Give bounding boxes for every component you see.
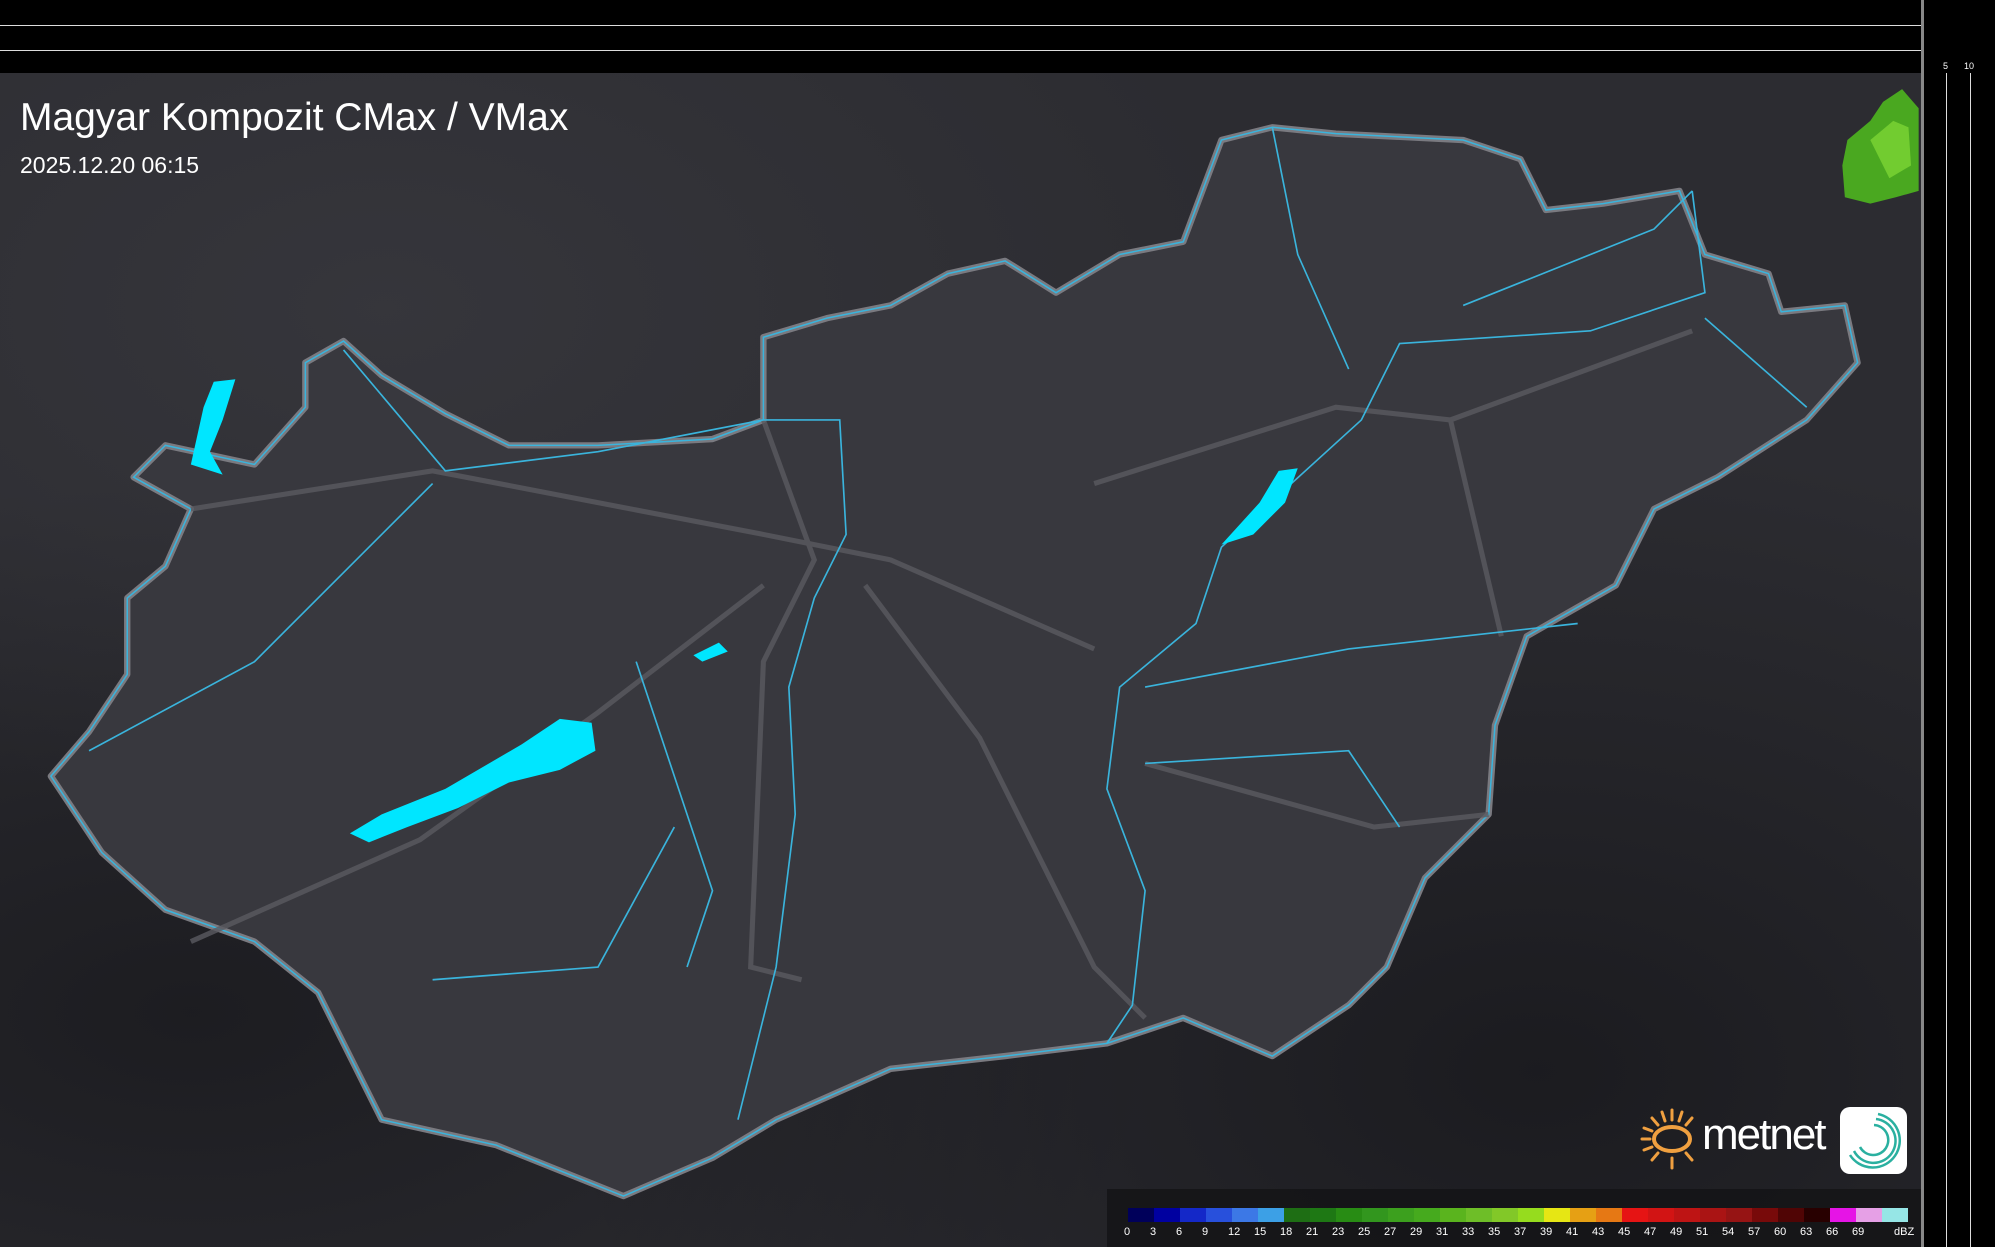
legend-label: 51	[1696, 1226, 1709, 1238]
legend-swatch: 39	[1540, 1208, 1570, 1238]
right-tick: 10	[1964, 61, 1975, 71]
map-timestamp: 2025.12.20 06:15	[20, 152, 200, 178]
legend-swatch: 37	[1514, 1208, 1544, 1238]
legend-label: 0	[1124, 1226, 1131, 1238]
river-danube	[342, 349, 847, 1120]
legend-label: 35	[1488, 1226, 1501, 1238]
right-tick: 5	[1943, 61, 1949, 71]
dbz-legend: 0 3 6 9 12 15 18 21 23 25 27 29 31 33 35 37 39 41 43 45 47 49…	[1107, 1189, 1921, 1247]
legend-swatch: 43	[1592, 1208, 1622, 1238]
legend-label: 21	[1306, 1226, 1319, 1238]
legend-swatch: 0	[1124, 1208, 1154, 1238]
profile-gridline	[1946, 73, 1947, 1247]
legend-label: 6	[1176, 1226, 1183, 1238]
logo-text: metnet	[1702, 1110, 1827, 1159]
lake-velence	[693, 642, 728, 662]
lake-ferto	[190, 379, 236, 475]
legend-swatch: 6	[1176, 1208, 1206, 1238]
hungary-border-line	[49, 126, 1859, 1197]
legend-label: 39	[1540, 1226, 1553, 1238]
legend-label: 18	[1280, 1226, 1293, 1238]
river-raba	[88, 482, 434, 752]
radar-echo	[1842, 89, 1919, 204]
legend-unit: dBZ	[1894, 1226, 1915, 1238]
legend-label: 15	[1254, 1226, 1267, 1238]
swirl-icon	[1848, 1112, 1901, 1169]
legend-label: 3	[1150, 1226, 1157, 1238]
legend-label: 45	[1618, 1226, 1631, 1238]
legend-label: 60	[1774, 1226, 1787, 1238]
profile-gridline	[0, 50, 1921, 51]
legend-swatch: 33	[1462, 1208, 1492, 1238]
legend-label: 54	[1722, 1226, 1735, 1238]
legend-swatch: 18	[1280, 1208, 1310, 1238]
vertical-profile-right	[1921, 0, 1995, 1247]
legend-label: 41	[1566, 1226, 1579, 1238]
legend-label: 47	[1644, 1226, 1657, 1238]
legend-swatch: 66	[1826, 1208, 1856, 1238]
map-title: Magyar Kompozit CMax / VMax	[20, 96, 569, 139]
legend-swatch: 27	[1384, 1208, 1414, 1238]
hungary-country-shape	[47, 124, 1861, 1200]
legend-swatch: 41	[1566, 1208, 1596, 1238]
legend-swatch: 57	[1748, 1208, 1778, 1238]
vertical-profile-top: 10 5	[0, 0, 1995, 73]
legend-swatch: 21	[1306, 1208, 1336, 1238]
profile-gridline	[1970, 73, 1971, 1247]
lakes	[190, 379, 1298, 843]
legend-swatch: 63	[1800, 1208, 1830, 1238]
legend-swatch: 23	[1332, 1208, 1362, 1238]
legend-label: 31	[1436, 1226, 1449, 1238]
app-icon[interactable]	[1840, 1107, 1907, 1174]
legend-label: 33	[1462, 1226, 1475, 1238]
legend-label: 63	[1800, 1226, 1813, 1238]
legend-swatch: 51	[1696, 1208, 1726, 1238]
legend-label: 66	[1826, 1226, 1839, 1238]
legend-swatch: 25	[1358, 1208, 1388, 1238]
legend-label: 69	[1852, 1226, 1865, 1238]
metnet-logo[interactable]: metnet	[1638, 1104, 1828, 1174]
legend-color-bar: 0 3 6 9 12 15 18 21 23 25 27 29 31 33 35 37 39 41 43 45 47 49…	[1124, 1208, 1908, 1238]
legend-swatch: 54	[1722, 1208, 1752, 1238]
legend-swatch: 9	[1202, 1208, 1232, 1238]
legend-label: 43	[1592, 1226, 1605, 1238]
legend-label: 29	[1410, 1226, 1423, 1238]
legend-swatch: 47	[1644, 1208, 1674, 1238]
profile-gridline	[0, 25, 1921, 26]
lake-balaton	[349, 718, 596, 843]
legend-label: 9	[1202, 1226, 1209, 1238]
legend-swatch: 15	[1254, 1208, 1284, 1238]
legend-swatch: 3	[1150, 1208, 1180, 1238]
legend-label: 25	[1358, 1226, 1371, 1238]
legend-label: 37	[1514, 1226, 1527, 1238]
legend-swatch: 31	[1436, 1208, 1466, 1238]
legend-swatch: 69	[1852, 1208, 1882, 1238]
legend-swatch: 49	[1670, 1208, 1700, 1238]
lake-tisza	[1221, 468, 1298, 545]
legend-swatch: 45	[1618, 1208, 1648, 1238]
legend-swatch: 12	[1228, 1208, 1258, 1238]
legend-label: 23	[1332, 1226, 1345, 1238]
legend-label: 27	[1384, 1226, 1397, 1238]
legend-swatch	[1882, 1208, 1908, 1222]
legend-swatch: 60	[1774, 1208, 1804, 1238]
rivers	[88, 127, 1808, 1120]
legend-swatch: 35	[1488, 1208, 1518, 1238]
river-tisza	[1106, 190, 1706, 1044]
legend-swatch: 29	[1410, 1208, 1440, 1238]
legend-label: 49	[1670, 1226, 1683, 1238]
sun-icon	[1640, 1108, 1694, 1170]
legend-label: 12	[1228, 1226, 1241, 1238]
legend-label: 57	[1748, 1226, 1761, 1238]
